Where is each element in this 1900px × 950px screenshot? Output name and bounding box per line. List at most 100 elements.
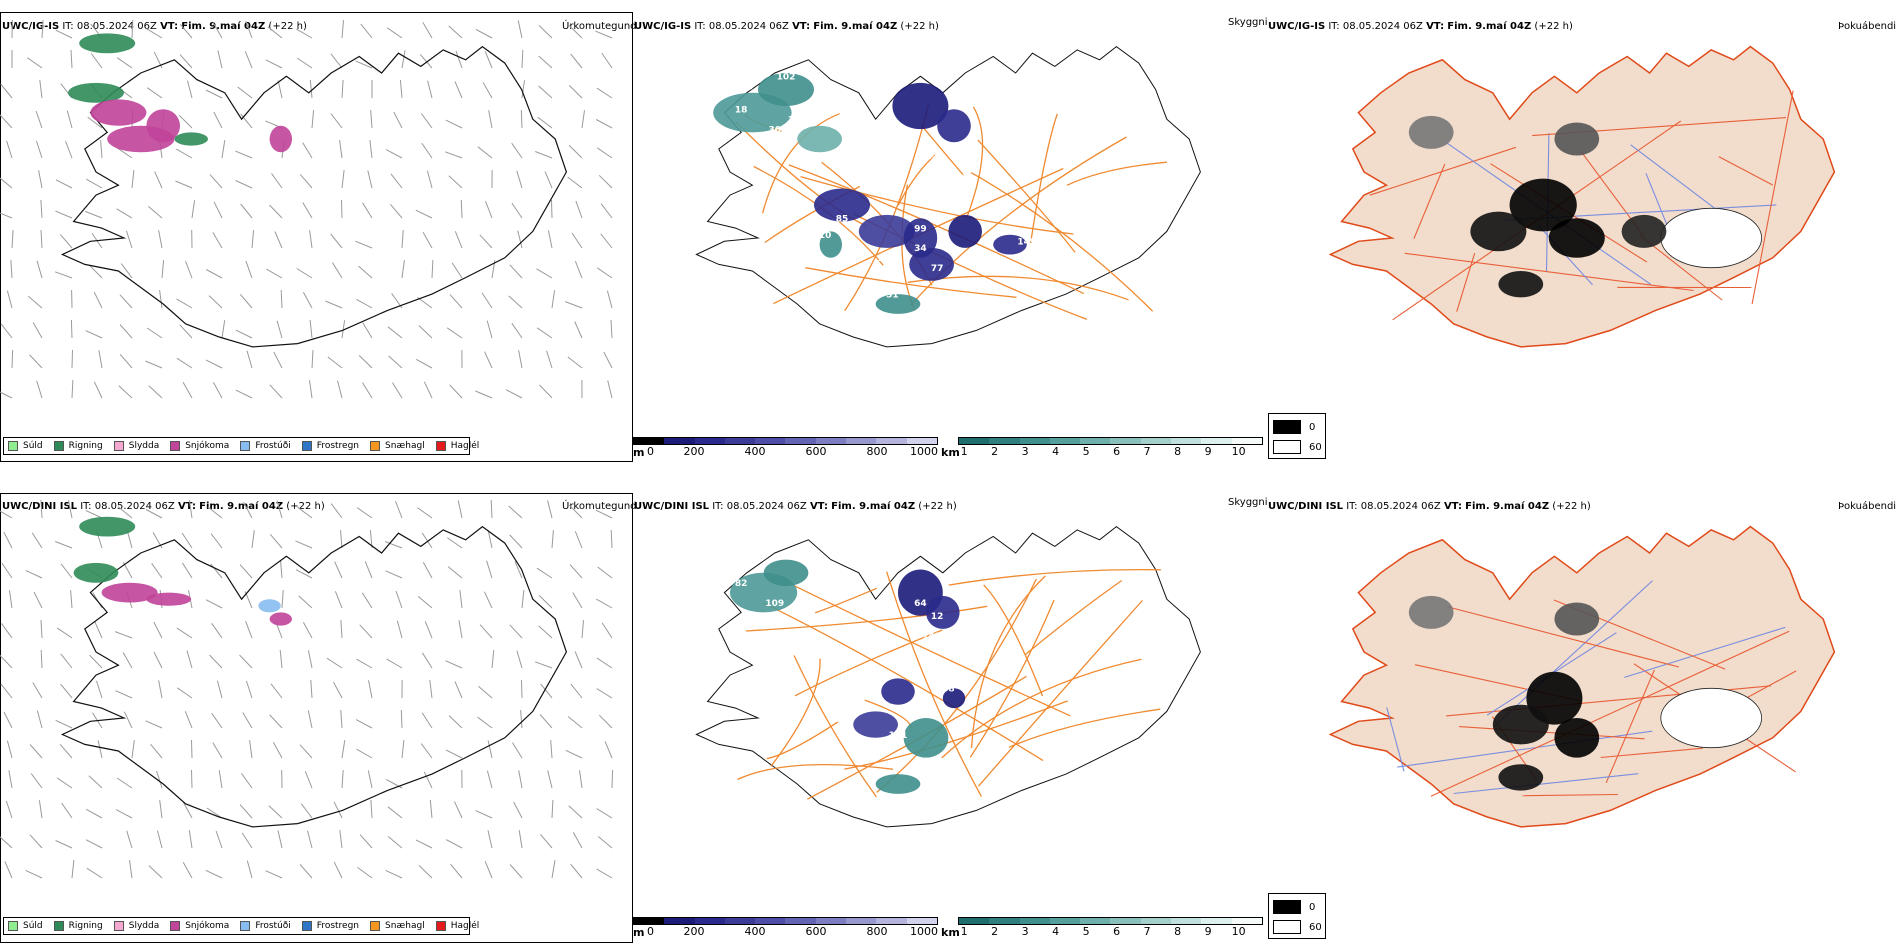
wind-barb	[565, 301, 583, 309]
wind-barb	[159, 290, 163, 309]
wind-barb	[423, 771, 433, 789]
colorbar-tick: 0	[647, 445, 654, 458]
wind-barb	[209, 654, 223, 669]
colorbar-tick: 800	[866, 925, 888, 938]
wind-barb	[70, 49, 73, 69]
fog-legend-row: 60	[1273, 920, 1322, 934]
wind-barb	[269, 204, 283, 219]
wind-barb	[551, 199, 553, 219]
colorbar-cell	[785, 438, 816, 444]
legend-swatch	[301, 441, 312, 451]
wind-barb	[131, 170, 135, 189]
legend-label: Rigning	[68, 921, 103, 931]
wind-barb	[178, 114, 193, 129]
wind-barb	[445, 660, 463, 669]
field-patch	[875, 774, 921, 794]
road	[800, 175, 1074, 235]
road	[766, 721, 839, 760]
legend-swatch	[240, 921, 251, 931]
wind-barb	[513, 801, 523, 819]
wind-barb	[54, 271, 73, 279]
colorbar-tick: 4	[1052, 925, 1060, 938]
colorbar-tick: 2	[991, 925, 999, 938]
wind-barb	[479, 234, 493, 249]
glacier	[1660, 207, 1763, 269]
wind-barb	[212, 381, 223, 399]
colorbar-cell	[906, 438, 937, 444]
field-patch	[1492, 704, 1549, 745]
vt-label: VT:	[160, 21, 179, 32]
wind-barb	[60, 653, 73, 669]
legend-label: Snjókoma	[185, 921, 230, 931]
legend-swatch	[8, 921, 18, 931]
wind-barb	[390, 173, 403, 189]
colorbar-tick: 7	[1143, 445, 1151, 458]
wind-barb	[176, 687, 193, 699]
colorbar-tick: 2	[991, 445, 999, 458]
it-label: IT:	[80, 501, 92, 512]
vt-value: Fim. 9.maí 04Z	[1465, 501, 1550, 512]
wind-barb	[481, 292, 493, 309]
wind-barb	[245, 20, 253, 39]
wind-barb	[447, 566, 463, 579]
ceiling-colorbar-bottom: 0 200 400 600 800 1000	[633, 917, 938, 938]
wind-barb	[215, 830, 223, 849]
wind-barb	[565, 749, 583, 759]
it-label: IT:	[712, 501, 724, 512]
precip-panel-bottom	[0, 493, 633, 943]
wind-barb	[547, 500, 553, 519]
wind-barb	[385, 541, 403, 549]
wind-barb	[356, 748, 373, 759]
wind-barb	[485, 201, 493, 219]
wind-barb	[508, 295, 523, 309]
legend-item: Rigning	[53, 921, 103, 931]
legend-swatch	[301, 921, 312, 931]
wind-barb	[89, 264, 103, 279]
wind-barb	[385, 778, 403, 789]
wind-barb	[387, 836, 403, 849]
wind-barb	[302, 291, 313, 309]
colorbar-cell	[1231, 918, 1262, 924]
field-patch	[1554, 602, 1600, 636]
model-name: UWC/IG-IS	[634, 21, 692, 32]
wind-barb	[508, 505, 523, 519]
wind-barb	[459, 590, 463, 609]
colorbar-tick: 8	[1174, 925, 1182, 938]
wind-barb	[538, 85, 553, 99]
fog-legend-row: 60	[1273, 440, 1322, 454]
wind-barb	[518, 770, 523, 789]
wind-barb	[265, 870, 283, 879]
wind-barb	[266, 268, 283, 279]
wind-barb	[488, 110, 493, 129]
wind-barb	[540, 683, 553, 699]
wind-barb	[538, 595, 553, 609]
wind-barb	[156, 770, 163, 789]
road	[1369, 146, 1517, 196]
model-name: UWC/DINI ISL	[1268, 501, 1344, 512]
road	[1430, 630, 1790, 797]
it-label: IT:	[62, 21, 74, 32]
lead-time: (+22 h)	[286, 501, 325, 512]
road	[1066, 161, 1168, 186]
wind-barb	[36, 380, 43, 399]
wind-barb	[188, 500, 193, 519]
colorbar-cell	[989, 438, 1020, 444]
wind-barb	[610, 319, 613, 339]
road	[966, 106, 984, 218]
ceiling-value-label: 142	[922, 632, 941, 642]
ceiling-value-label: 115	[877, 254, 896, 264]
wind-barb	[516, 170, 523, 189]
wind-barb	[211, 623, 223, 639]
wind-barb	[568, 145, 583, 159]
wind-barb	[307, 710, 313, 729]
wind-barb	[334, 591, 343, 609]
wind-barb	[596, 688, 613, 699]
field-patch	[881, 678, 915, 705]
road	[983, 584, 1044, 697]
wind-barb	[188, 830, 193, 849]
legend-label: Frostregn	[316, 921, 360, 931]
field-patch	[174, 132, 208, 146]
wind-barb	[538, 55, 553, 69]
wind-barb	[235, 389, 253, 399]
wind-barb	[596, 147, 613, 159]
